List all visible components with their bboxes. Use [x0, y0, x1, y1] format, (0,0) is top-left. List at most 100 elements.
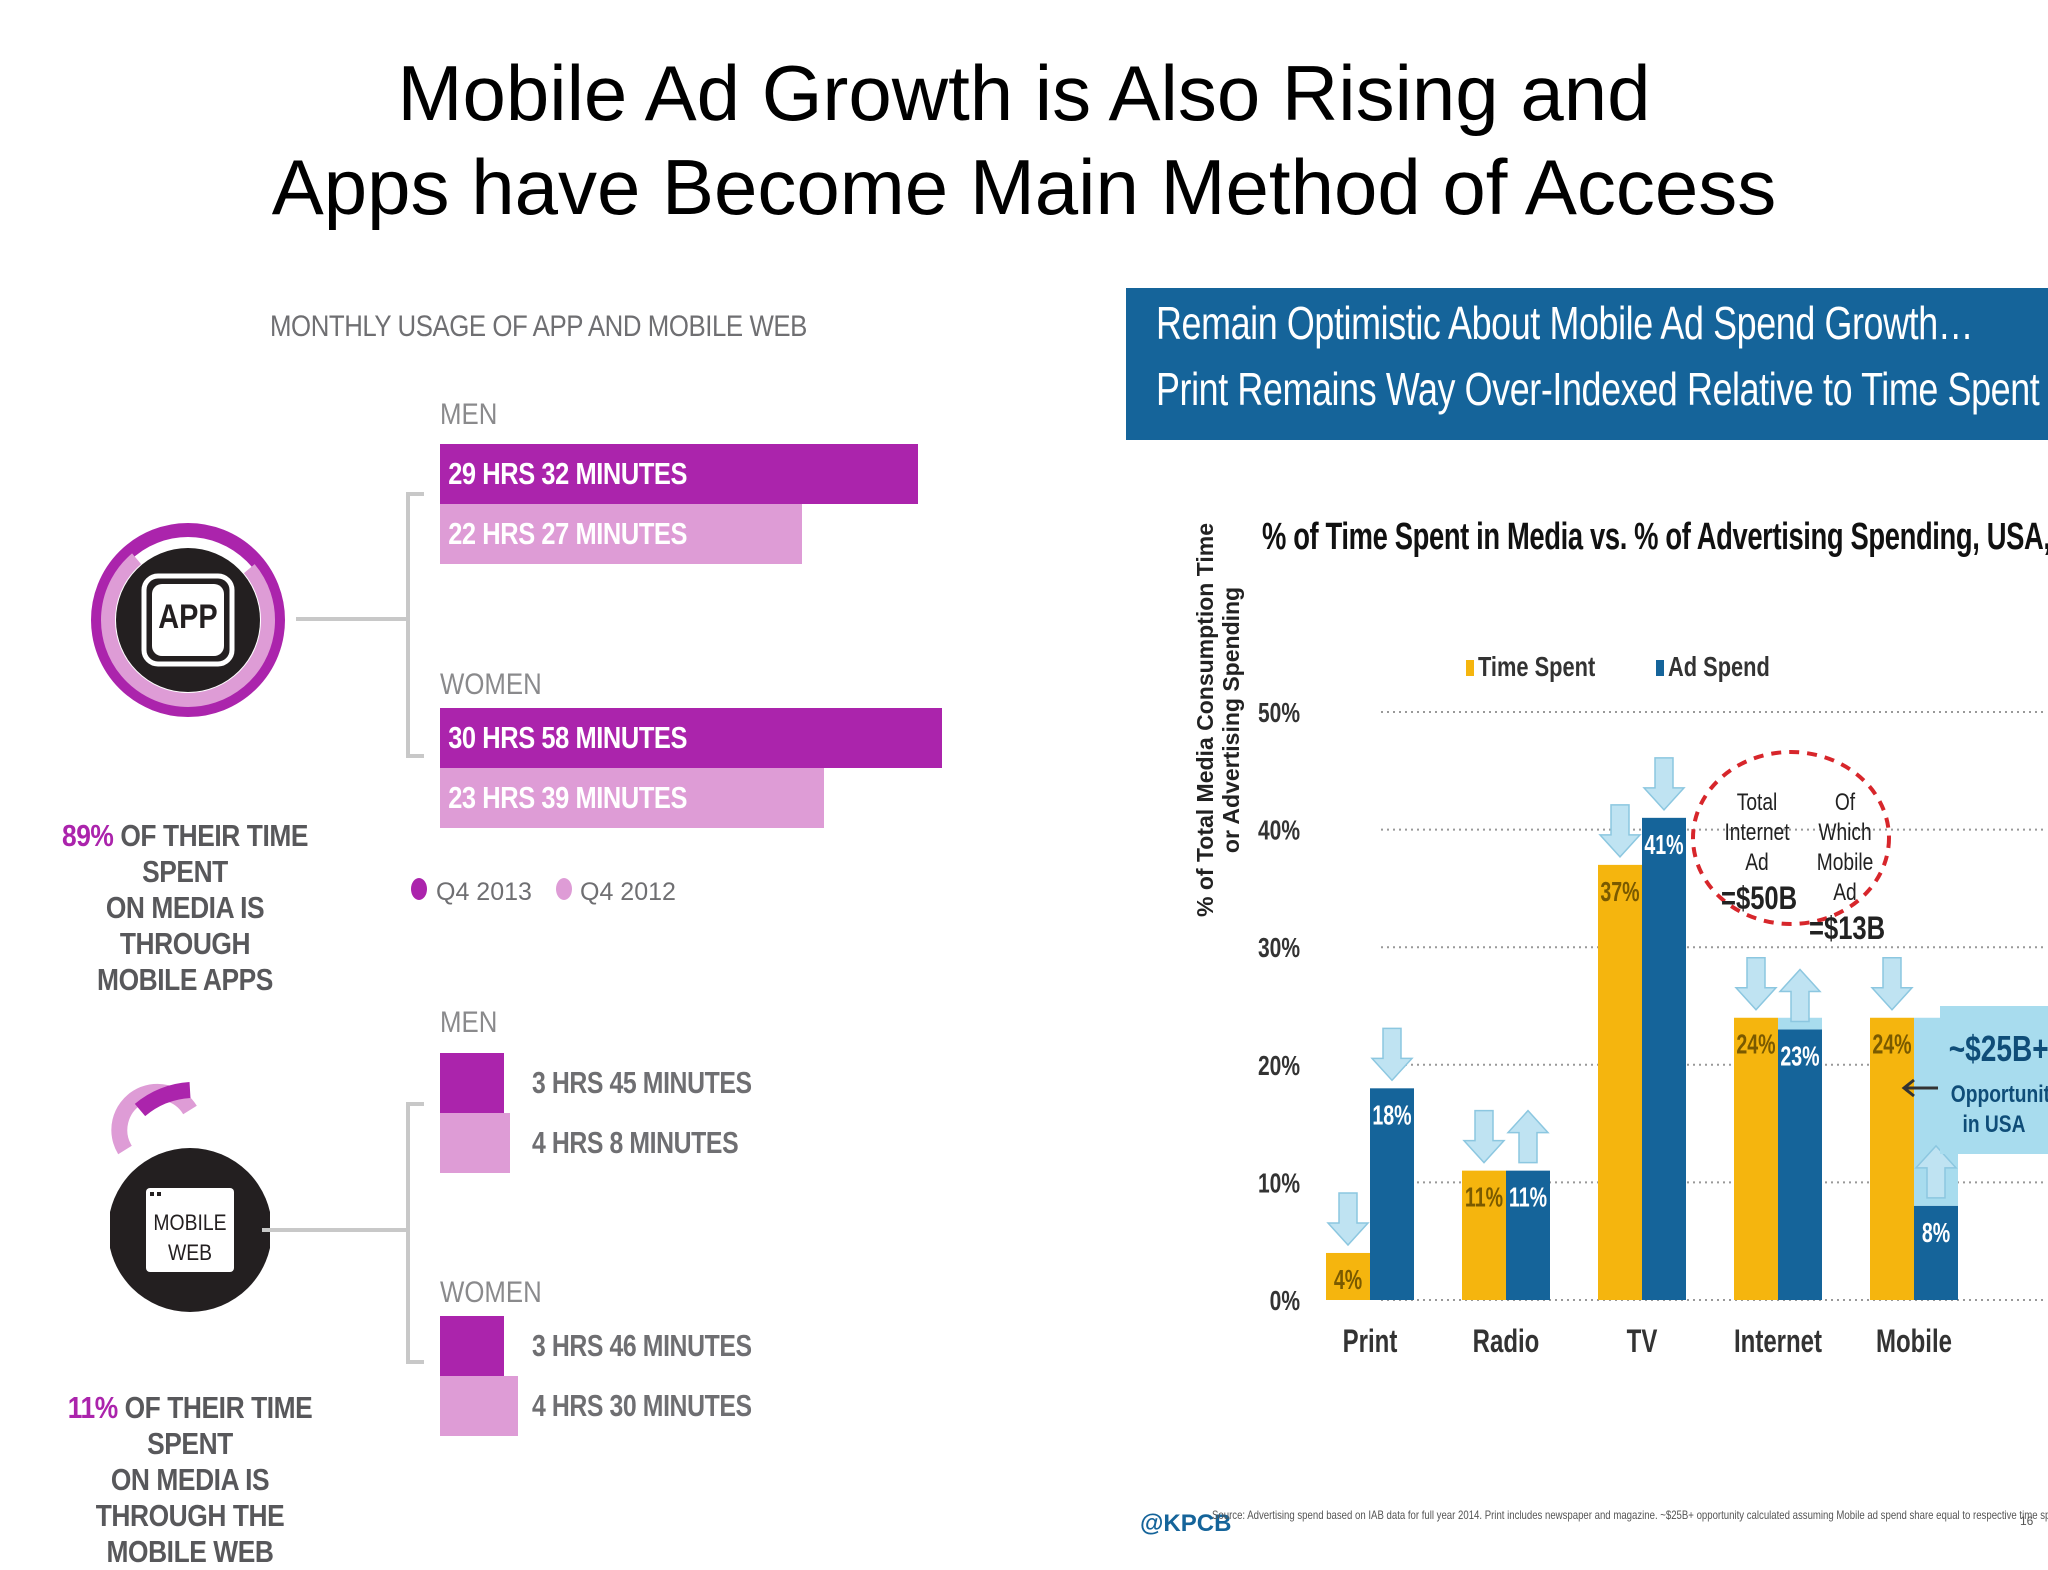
- up-arrow-icon: [1914, 1144, 1958, 1199]
- web-caption-text: OF THEIR TIME SPENT: [117, 1390, 313, 1461]
- web-bracket: [406, 1102, 424, 1364]
- data-label-time-spent-print: 4%: [1334, 1265, 1362, 1296]
- kpcb-header-line-2: Print Remains Way Over-Indexed Relative …: [1156, 363, 2040, 415]
- web-men-q4-2013-bar: [440, 1053, 504, 1113]
- opportunity-caption: Opportunity in USA: [1950, 1081, 2048, 1138]
- slide-title-line-2: Apps have Become Main Method of Access: [271, 143, 1777, 231]
- y-tick-label: 0%: [1270, 1286, 1300, 1317]
- down-arrow-icon: [1326, 1192, 1370, 1247]
- usage-section-title: MONTHLY USAGE OF APP AND MOBILE WEB: [270, 310, 807, 343]
- up-arrow-icon: [1506, 1109, 1550, 1164]
- legend-q4-2012-swatch: [556, 878, 572, 900]
- legend-swatch-time-spent: [1466, 660, 1474, 676]
- mobile-web-icon: [110, 1082, 270, 1312]
- down-arrow-icon: [1598, 804, 1642, 858]
- app-caption: 89% OF THEIR TIME SPENT ON MEDIA IS THRO…: [20, 818, 350, 998]
- web-men-label: MEN: [440, 1006, 498, 1039]
- kpcb-header-line-1: Remain Optimistic About Mobile Ad Spend …: [1156, 297, 1974, 349]
- y-tick-label: 40%: [1258, 816, 1300, 847]
- x-tick-label-tv: TV: [1627, 1323, 1658, 1359]
- bar-ad-spend-mobile: [1914, 1205, 1958, 1300]
- app-men-q4-2013-bar: 29 HRS 32 MINUTES: [440, 444, 918, 504]
- data-label-ad-spend-print: 18%: [1372, 1100, 1411, 1131]
- app-caption-line-2: ON MEDIA IS THROUGH: [105, 890, 265, 961]
- down-arrow-icon: [1642, 757, 1686, 811]
- app-icon: [91, 523, 285, 717]
- x-tick-label-print: Print: [1343, 1323, 1398, 1359]
- bar-ad-spend-radio: [1506, 1170, 1550, 1300]
- bar-ad-spend-internet: [1778, 1029, 1822, 1300]
- web-caption: 11% OF THEIR TIME SPENT ON MEDIA IS THRO…: [20, 1390, 360, 1570]
- app-connector: [296, 617, 408, 621]
- bar-gap-internet: [1778, 1017, 1822, 1030]
- kpcb-y-axis-title: % of Total Media Consumption Time or Adv…: [1192, 523, 1244, 917]
- app-men-label: MEN: [440, 398, 498, 431]
- legend-q4-2013-label: Q4 2013: [436, 878, 532, 906]
- data-label-ad-spend-radio: 11%: [1509, 1182, 1547, 1213]
- down-arrow-icon: [1734, 957, 1778, 1011]
- bar-time-spent-tv: [1598, 864, 1642, 1300]
- app-bracket: [406, 492, 424, 758]
- web-women-q4-2013-bar: [440, 1316, 504, 1376]
- internet-callout-total: Total Internet Ad =$50B: [1721, 789, 1798, 916]
- down-arrow-icon: [1370, 1027, 1414, 1082]
- x-tick-label-radio: Radio: [1473, 1323, 1540, 1359]
- data-label-time-spent-tv: 37%: [1600, 877, 1639, 908]
- data-label-ad-spend-tv: 41%: [1644, 830, 1683, 861]
- data-label-time-spent-mobile: 24%: [1872, 1029, 1911, 1060]
- mobile-web-icon-label: MOBILE WEB: [153, 1210, 227, 1265]
- app-icon-label: APP: [158, 598, 218, 636]
- legend-label-time-spent: Time Spent: [1478, 651, 1596, 682]
- legend-swatch-ad-spend: [1656, 660, 1664, 676]
- up-arrow-icon: [1778, 968, 1822, 1023]
- app-women-label: WOMEN: [440, 668, 542, 701]
- y-tick-label: 10%: [1258, 1169, 1300, 1200]
- app-caption-pct: 89%: [61, 818, 114, 853]
- y-tick-label: 30%: [1258, 933, 1300, 964]
- source-note: Source: Advertising spend based on IAB d…: [1212, 1508, 2048, 1522]
- legend-label-ad-spend: Ad Spend: [1668, 651, 1770, 682]
- data-label-ad-spend-internet: 23%: [1780, 1041, 1819, 1072]
- bar-time-spent-internet: [1734, 1017, 1778, 1300]
- kpcb-legend: Time Spent Ad Spend: [1466, 651, 1770, 683]
- y-tick-label: 50%: [1258, 698, 1300, 729]
- data-label-time-spent-radio: 11%: [1465, 1182, 1503, 1213]
- legend-q4-2012-label: Q4 2012: [580, 878, 676, 906]
- data-label-time-spent-internet: 24%: [1736, 1029, 1775, 1060]
- down-arrow-icon: [1462, 1109, 1506, 1164]
- web-women-label: WOMEN: [440, 1276, 542, 1309]
- internet-callout-ellipse: [1691, 750, 1891, 926]
- legend-q4-2013-swatch: [411, 878, 427, 900]
- bar-time-spent-radio: [1462, 1170, 1506, 1300]
- web-caption-line-3: MOBILE WEB: [106, 1534, 274, 1569]
- opportunity-box: [1940, 1006, 2048, 1154]
- web-women-q4-2012-bar: [440, 1376, 518, 1436]
- web-caption-line-2: ON MEDIA IS THROUGH THE: [95, 1462, 285, 1533]
- y-tick-label: 20%: [1258, 1051, 1300, 1082]
- app-women-q4-2012-bar: 23 HRS 39 MINUTES: [440, 768, 824, 828]
- app-caption-line-3: MOBILE APPS: [97, 962, 273, 997]
- kpcb-header-band: [1126, 288, 2048, 440]
- bar-ad-spend-tv: [1642, 817, 1686, 1300]
- x-tick-label-mobile: Mobile: [1876, 1323, 1952, 1359]
- web-men-q4-2013-value: 3 HRS 45 MINUTES: [532, 1065, 752, 1100]
- web-women-q4-2013-value: 3 HRS 46 MINUTES: [532, 1328, 752, 1363]
- opportunity-arrow-icon: [1901, 1078, 1938, 1098]
- bar-time-spent-mobile: [1870, 1017, 1914, 1300]
- app-caption-text: OF THEIR TIME SPENT: [113, 818, 309, 889]
- x-tick-label-internet: Internet: [1734, 1323, 1822, 1359]
- down-arrow-icon: [1870, 957, 1914, 1011]
- app-women-q4-2013-bar: 30 HRS 58 MINUTES: [440, 708, 942, 768]
- kpcb-logo: @KPCB: [1140, 1510, 1232, 1537]
- internet-callout-mobile: Of Which Mobile Ad =$13B: [1809, 789, 1886, 946]
- web-women-q4-2012-value: 4 HRS 30 MINUTES: [532, 1388, 752, 1423]
- opportunity-value: ~$25B+: [1948, 1028, 2048, 1069]
- kpcb-chart-title: % of Time Spent in Media vs. % of Advert…: [1262, 516, 2048, 558]
- bar-ad-spend-print: [1370, 1088, 1414, 1300]
- slide-title-line-1: Mobile Ad Growth is Also Rising and: [397, 49, 1651, 137]
- web-men-q4-2012-value: 4 HRS 8 MINUTES: [532, 1125, 739, 1160]
- web-men-q4-2012-bar: [440, 1113, 510, 1173]
- data-label-ad-spend-mobile: 8%: [1922, 1218, 1950, 1249]
- page-number: 16: [2020, 1514, 2034, 1528]
- web-connector: [262, 1228, 408, 1232]
